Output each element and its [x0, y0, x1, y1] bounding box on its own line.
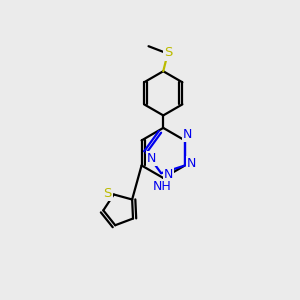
Text: N: N [164, 168, 173, 181]
Text: S: S [103, 188, 112, 200]
Text: S: S [164, 46, 173, 59]
Text: NH: NH [152, 180, 171, 193]
Text: N: N [147, 152, 156, 165]
Text: N: N [183, 128, 192, 141]
Text: N: N [187, 157, 196, 169]
